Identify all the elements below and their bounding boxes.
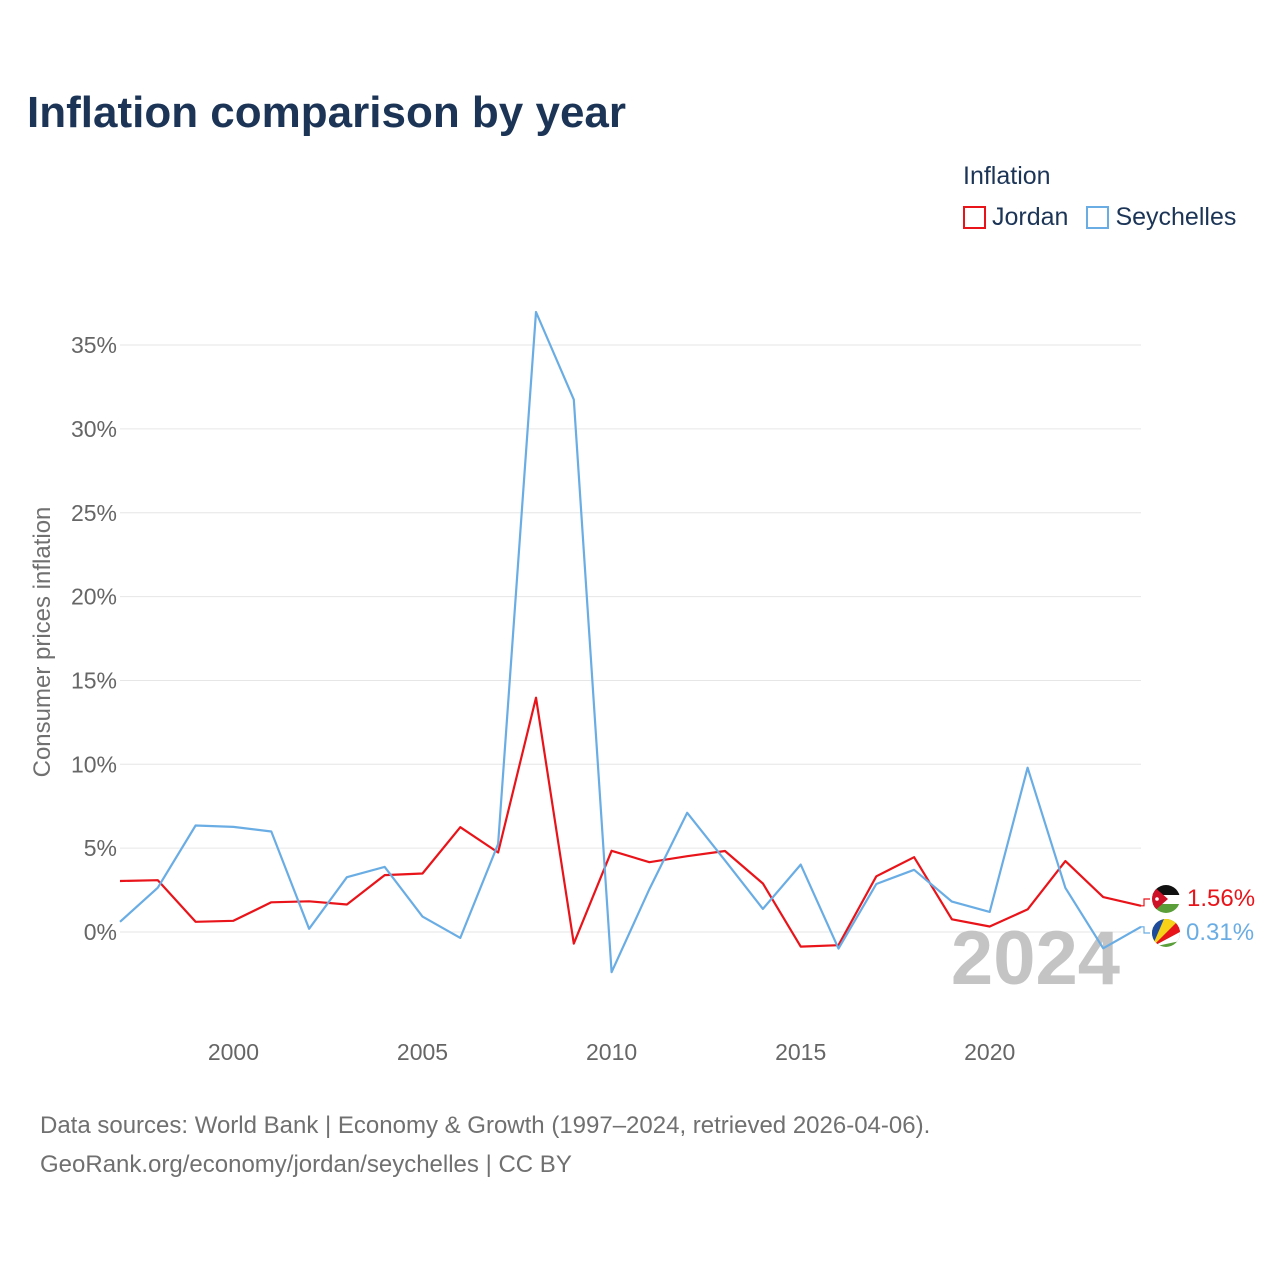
current-year-watermark: 2024 <box>951 916 1120 1001</box>
leader-line-seychelles <box>1141 926 1150 934</box>
seychelles-flag-icon <box>1152 919 1180 947</box>
leader-line-jordan <box>1141 898 1150 907</box>
x-tick-label: 2010 <box>586 1039 637 1065</box>
y-tick-label: 20% <box>71 584 117 610</box>
x-tick-labels: 2000 2005 2010 2015 2020 <box>208 1039 1015 1065</box>
x-tick-label: 2015 <box>775 1039 826 1065</box>
y-tick-label: 10% <box>71 751 117 777</box>
source-line-1: Data sources: World Bank | Economy & Gro… <box>40 1112 931 1139</box>
y-tick-label: 0% <box>84 919 117 945</box>
y-tick-label: 25% <box>71 500 117 526</box>
end-label-jordan: 1.56% <box>1187 885 1255 912</box>
grid-lines <box>120 344 1141 933</box>
legend-swatch-seychelles <box>1086 206 1110 229</box>
y-axis-title: Consumer prices inflation <box>29 507 56 778</box>
legend-label-jordan: Jordan <box>992 203 1069 231</box>
legend: Inflation Jordan Seychelles <box>963 162 1236 232</box>
legend-item-jordan[interactable]: Jordan <box>963 203 1068 232</box>
source-note: Data sources: World Bank | Economy & Gro… <box>40 1106 930 1184</box>
end-markers <box>1141 885 1180 947</box>
source-line-2: GeoRank.org/economy/jordan/seychelles | … <box>40 1151 572 1178</box>
y-tick-label: 35% <box>71 332 117 358</box>
chart-title: Inflation comparison by year <box>27 88 627 137</box>
jordan-flag-icon <box>1152 885 1180 913</box>
y-tick-label: 30% <box>71 416 117 442</box>
legend-swatch-jordan <box>963 206 986 229</box>
x-tick-label: 2005 <box>397 1039 448 1065</box>
series-lines <box>119 310 1142 974</box>
legend-items: Jordan Seychelles <box>963 203 1236 232</box>
y-tick-label: 15% <box>71 667 117 693</box>
legend-item-seychelles[interactable]: Seychelles <box>1086 203 1236 232</box>
series-line-seychelles[interactable] <box>119 310 1142 974</box>
legend-label-seychelles: Seychelles <box>1115 203 1237 231</box>
y-tick-labels: 0% 5% 10% 15% 20% 25% 30% 35% <box>71 332 117 945</box>
end-labels: 1.56% 0.31% <box>1186 885 1255 946</box>
x-tick-label: 2020 <box>964 1039 1015 1065</box>
legend-title: Inflation <box>963 162 1051 190</box>
series-line-jordan[interactable] <box>119 696 1142 948</box>
end-label-seychelles: 0.31% <box>1186 919 1254 946</box>
y-tick-label: 5% <box>84 835 117 861</box>
x-tick-label: 2000 <box>208 1039 259 1065</box>
